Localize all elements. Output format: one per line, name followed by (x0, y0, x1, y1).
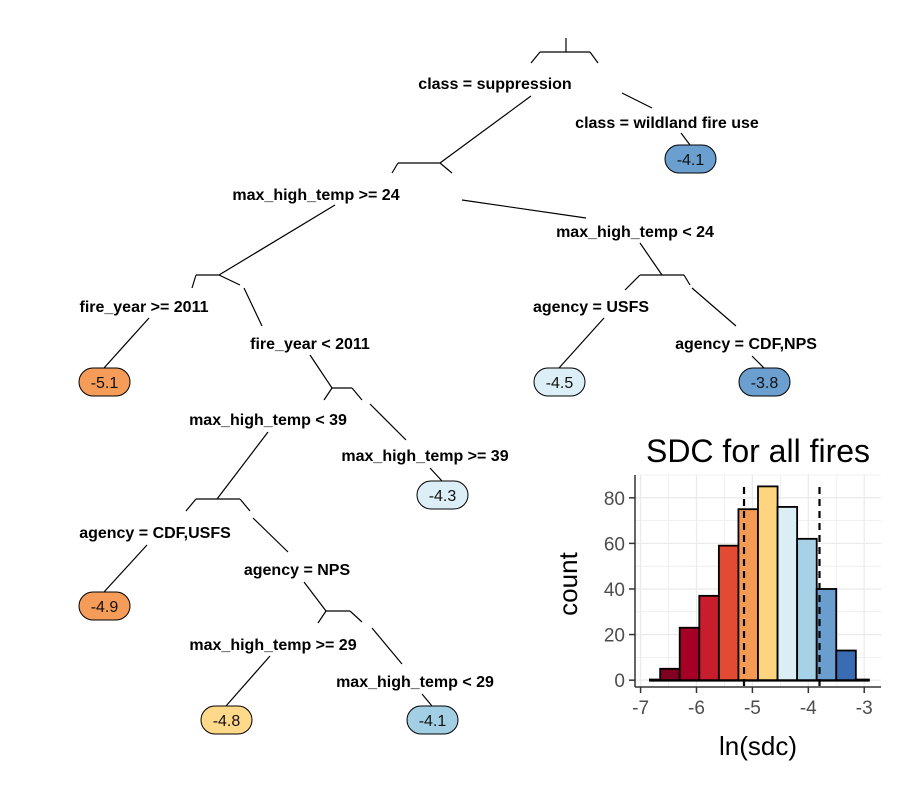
tree-edge (239, 498, 251, 512)
split-label-n6-right: max_high_temp < 29 (336, 674, 494, 691)
x-tick-label: -3 (856, 698, 873, 719)
leaf-value: -4.8 (213, 713, 241, 730)
x-tick-label: -7 (632, 698, 649, 719)
tree-edge (691, 287, 737, 327)
tree-edge (216, 431, 269, 500)
tree-edge (621, 92, 653, 109)
tree-edge (303, 581, 327, 612)
tree-edge (349, 610, 363, 623)
split-label-n4-left: max_high_temp < 39 (189, 412, 347, 429)
tree-edge (530, 51, 541, 64)
tree-edge (351, 387, 363, 401)
split-label-root-left: class = suppression (418, 76, 571, 93)
split-label-n5-right: agency = NPS (244, 562, 351, 579)
leaf-value: -4.1 (419, 713, 447, 730)
split-label-n3-left: agency = USFS (533, 299, 649, 316)
y-tick-label: 0 (614, 671, 625, 692)
tree-edge (639, 242, 663, 276)
tree-edge (309, 354, 333, 389)
histogram-bar (698, 594, 720, 682)
histogram-bar (737, 508, 759, 682)
leaf-node (738, 367, 791, 397)
histogram-title: SDC for all fires (646, 433, 870, 469)
histogram-inset: SDC for all fires -7 -6 -5 -4 -3 0 20 40 60 80 ln… (553, 433, 881, 761)
leaf-value: -4.5 (546, 375, 574, 392)
tree-edge (191, 274, 197, 289)
tree-edge (439, 162, 453, 174)
axes: -7 -6 -5 -4 -3 0 20 40 60 80 (604, 475, 881, 719)
overlay-lines (742, 487, 821, 687)
leaf-node (416, 480, 469, 510)
tree-edge (323, 387, 333, 401)
tree-edge (185, 498, 197, 512)
split-label-n1-right: max_high_temp < 24 (556, 224, 714, 241)
tree-edge (391, 162, 399, 174)
leaf-value: -4.1 (677, 152, 705, 169)
tree-edge (369, 403, 407, 441)
tree-edge (439, 95, 532, 164)
split-label-n6-left: max_high_temp >= 29 (189, 637, 356, 654)
tree-edge (558, 317, 605, 369)
tree-edge (429, 467, 443, 482)
tree-edge (218, 204, 336, 276)
tree-edge (421, 693, 433, 707)
tree-edge (252, 517, 289, 553)
histogram-bar (717, 544, 740, 682)
tree-edge (218, 274, 241, 286)
leaf-node (200, 705, 253, 735)
leaf-value: -3.8 (751, 375, 779, 392)
tree-edge (103, 317, 150, 369)
y-tick-label: 20 (604, 626, 625, 647)
tree-edge (225, 655, 271, 707)
x-tick-label: -5 (744, 698, 761, 719)
y-tick-label: 40 (604, 580, 625, 601)
histogram-bar (776, 506, 799, 682)
tree-edge (317, 610, 327, 624)
leaf-node (533, 367, 586, 397)
tree-edge (371, 627, 403, 665)
histogram-bar (815, 588, 838, 682)
split-label-n2-left: fire_year >= 2011 (79, 299, 208, 316)
tree-edge (624, 274, 641, 291)
split-label-n5-left: agency = CDF,USFS (79, 525, 231, 542)
leaf-value: -4.9 (91, 599, 119, 616)
split-label-n2-right: fire_year < 2011 (250, 336, 370, 353)
tree-edge (589, 51, 599, 64)
tree-edge (680, 132, 691, 146)
y-axis-title: count (553, 551, 583, 615)
y-tick-label: 80 (604, 489, 625, 510)
leaf-node (78, 367, 131, 397)
split-label-root-right: class = wildland fire use (575, 115, 759, 132)
y-tick-label: 60 (604, 534, 625, 555)
histogram-bar (678, 626, 701, 682)
x-axis-title: ln(sdc) (719, 731, 797, 761)
x-tick-label: -6 (688, 698, 705, 719)
tree-edge (751, 355, 765, 369)
leaf-node (78, 591, 131, 621)
split-label-n3-right: agency = CDF,NPS (675, 336, 817, 353)
histogram-bar (835, 649, 857, 682)
split-label-n1-left: max_high_temp >= 24 (232, 187, 399, 204)
tree-edge (461, 199, 587, 219)
histogram-bar (757, 485, 779, 682)
histogram-bar (796, 537, 818, 682)
tree-edge (103, 544, 148, 593)
tree-edge (683, 274, 691, 286)
histogram-bar (659, 667, 681, 682)
leaf-node (406, 705, 459, 735)
x-tick-label: -4 (800, 698, 817, 719)
leaf-node (664, 144, 717, 174)
split-label-n4-right: max_high_temp >= 39 (341, 448, 508, 465)
decision-tree (103, 38, 765, 707)
split-labels: class = suppression class = wildland fir… (79, 76, 817, 691)
leaf-value: -5.1 (91, 375, 119, 392)
tree-edge (243, 287, 263, 327)
leaves (78, 144, 791, 735)
leaf-value: -4.3 (429, 488, 457, 505)
leaf-values: -4.1 -5.1 -4.5 -3.8 -4.3 -4.9 -4.8 -4.1 (91, 152, 779, 730)
